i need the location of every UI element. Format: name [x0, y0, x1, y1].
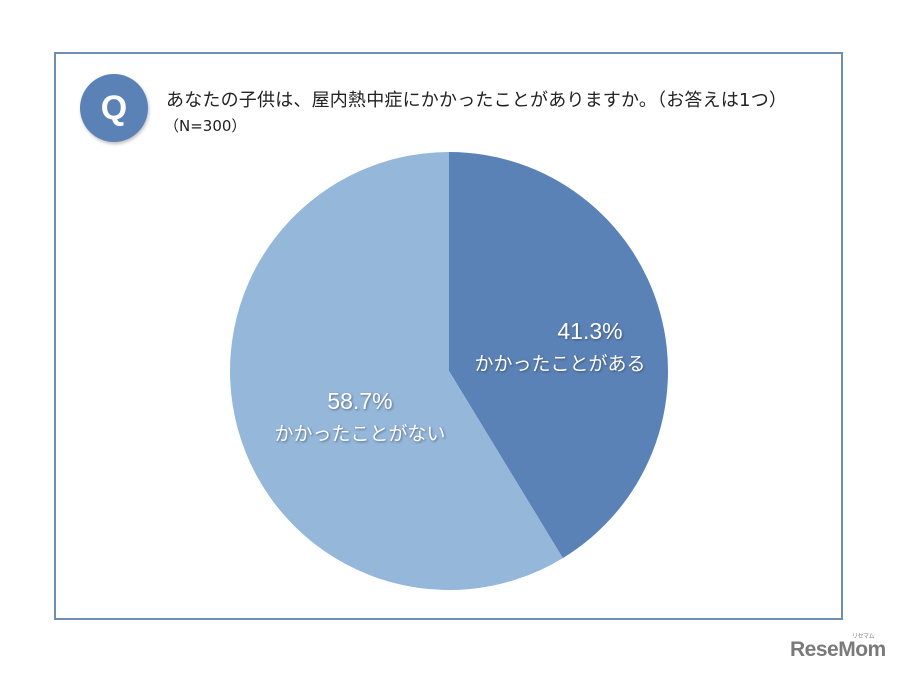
pie-slice-yes: [449, 152, 669, 559]
logo-text: ReseMom: [790, 638, 886, 661]
slice-category-yes: かかったことがある: [474, 353, 646, 375]
slice-pct-no: 58.7%: [327, 388, 393, 414]
logo-ruby: リセマム: [852, 634, 875, 640]
sample-size: （N=300）: [164, 117, 247, 135]
question-badge: Q: [80, 74, 148, 142]
slice-label-yes: 41.3% かかったことがある: [462, 318, 658, 376]
question-title: あなたの子供は、屋内熱中症にかかったことがありますか。（お答えは1つ）: [166, 90, 788, 111]
slice-label-no: 58.7% かかったことがない: [262, 388, 458, 446]
resemom-logo: ReseMom リセマム: [790, 634, 886, 662]
slice-pct-yes: 41.3%: [557, 318, 623, 344]
pie-slice-no: [230, 152, 563, 590]
slice-category-no: かかったことがない: [274, 423, 446, 445]
